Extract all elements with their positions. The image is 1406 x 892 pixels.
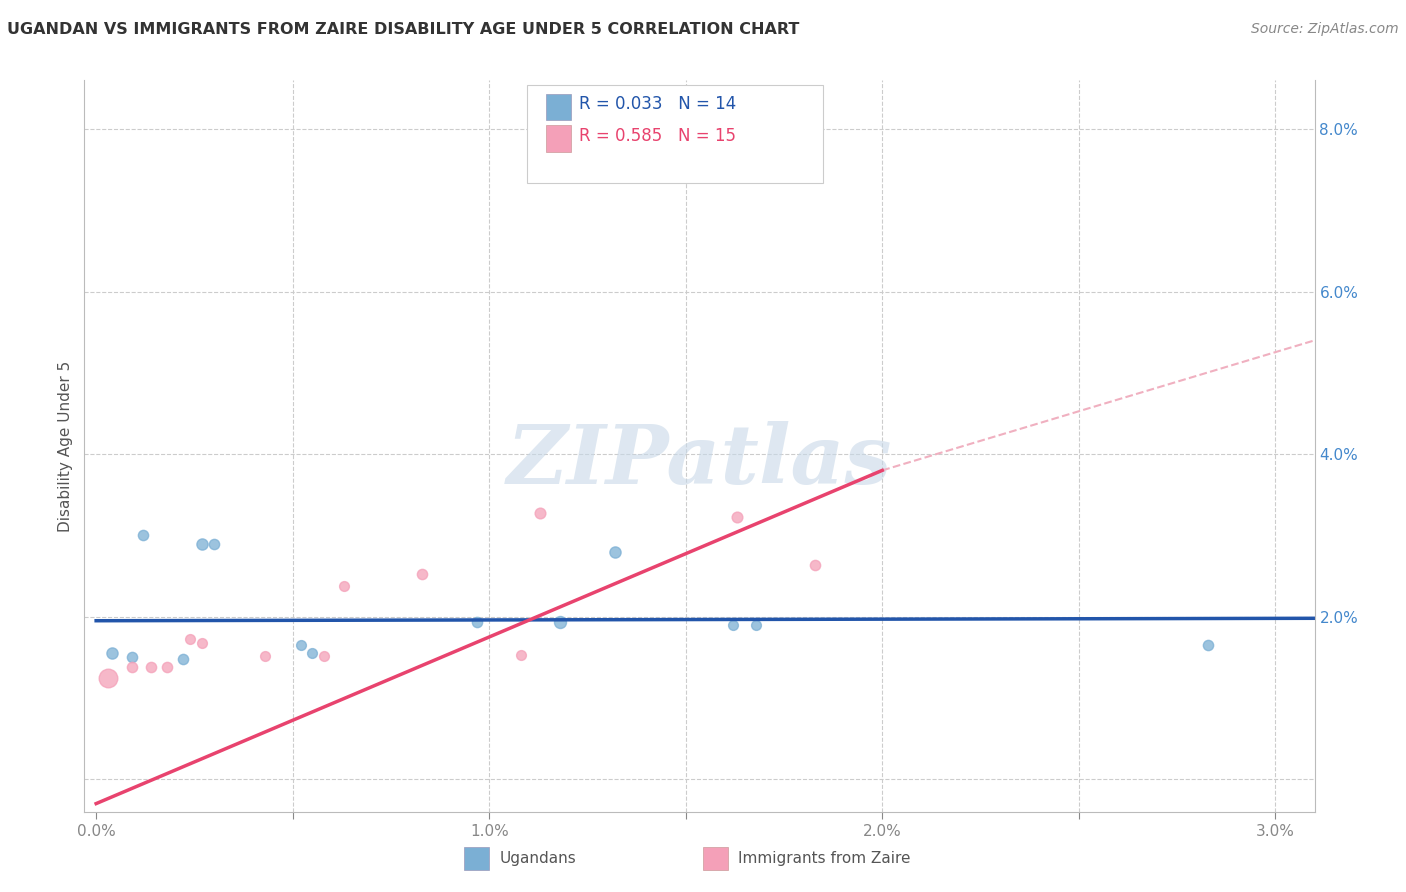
Point	[254, 648, 277, 663]
Y-axis label: Disability Age Under 5: Disability Age Under 5	[58, 360, 73, 532]
Text: Immigrants from Zaire: Immigrants from Zaire	[738, 852, 911, 866]
Point	[172, 652, 194, 666]
Text: Source: ZipAtlas.com: Source: ZipAtlas.com	[1251, 22, 1399, 37]
Point	[121, 650, 143, 665]
Point	[97, 671, 120, 685]
Point	[548, 615, 571, 630]
Point	[290, 638, 312, 652]
Point	[191, 536, 214, 550]
Point	[191, 635, 214, 649]
Point	[603, 544, 626, 558]
Point	[333, 579, 356, 593]
Text: R = 0.033   N = 14: R = 0.033 N = 14	[579, 95, 737, 113]
Point	[301, 646, 323, 660]
Point	[804, 558, 827, 573]
Point	[132, 528, 155, 542]
Point	[411, 567, 433, 582]
Point	[1198, 638, 1220, 652]
Point	[529, 506, 551, 520]
Point	[121, 660, 143, 674]
Text: ZIPatlas: ZIPatlas	[506, 421, 893, 500]
Text: UGANDAN VS IMMIGRANTS FROM ZAIRE DISABILITY AGE UNDER 5 CORRELATION CHART: UGANDAN VS IMMIGRANTS FROM ZAIRE DISABIL…	[7, 22, 800, 37]
Point	[636, 161, 658, 175]
Point	[202, 536, 225, 550]
Point	[101, 646, 124, 660]
Point	[509, 648, 531, 662]
Point	[179, 632, 201, 647]
Text: R = 0.585   N = 15: R = 0.585 N = 15	[579, 127, 737, 145]
Point	[467, 615, 489, 630]
Point	[725, 509, 748, 524]
Point	[156, 660, 179, 674]
Text: Ugandans: Ugandans	[499, 852, 576, 866]
Point	[314, 648, 336, 663]
Point	[141, 660, 163, 674]
Point	[745, 617, 768, 632]
Point	[721, 617, 744, 632]
